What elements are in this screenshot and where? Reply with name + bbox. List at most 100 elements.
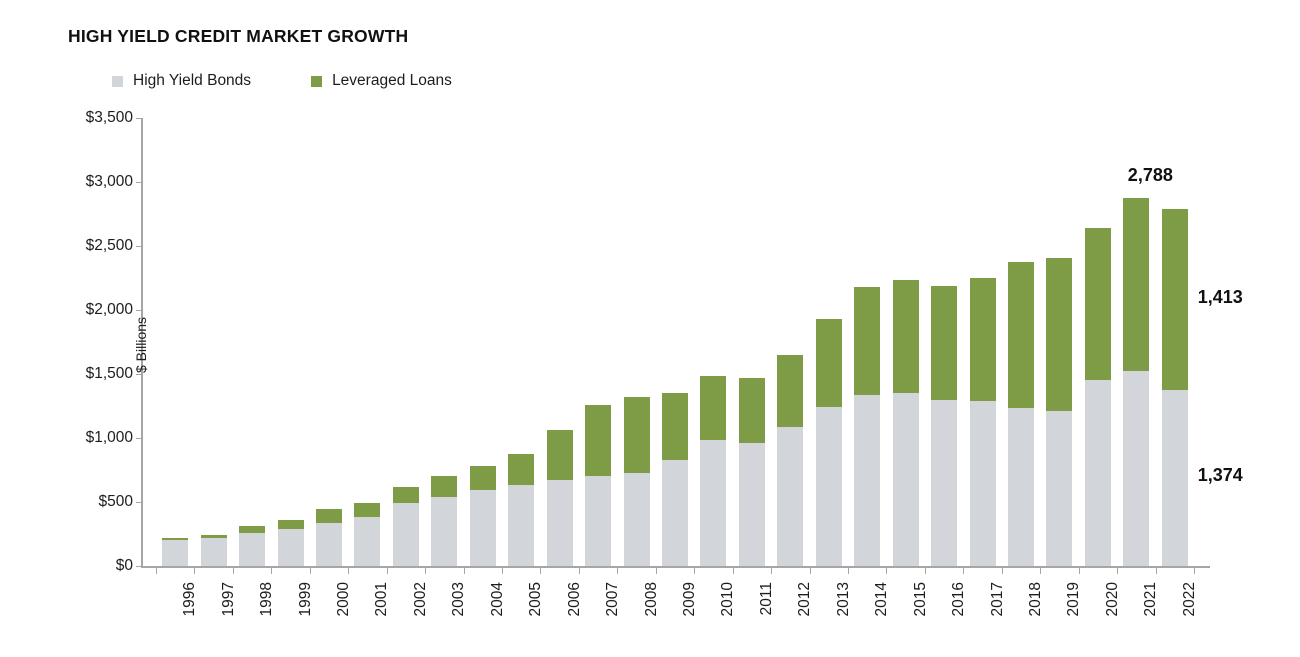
page-title: HIGH YIELD CREDIT MARKET GROWTH (68, 26, 409, 46)
bar-segment-high-yield-bonds[interactable] (700, 440, 727, 566)
bar-column[interactable] (1161, 118, 1188, 566)
x-axis-tick (1155, 567, 1157, 574)
bar-segment-leveraged-loans[interactable] (1123, 198, 1150, 371)
bar-column[interactable] (200, 118, 227, 566)
x-axis-tick-label: 1996 (181, 582, 199, 617)
bar-segment-leveraged-loans[interactable] (815, 319, 842, 408)
bar-segment-high-yield-bonds[interactable] (200, 537, 227, 566)
bar-segment-high-yield-bonds[interactable] (777, 426, 804, 566)
bar-column[interactable] (1084, 118, 1111, 566)
bar-segment-high-yield-bonds[interactable] (1046, 410, 1073, 566)
bar-segment-high-yield-bonds[interactable] (623, 472, 650, 566)
bar-column[interactable] (277, 118, 304, 566)
bar-segment-leveraged-loans[interactable] (777, 355, 804, 427)
bar-column[interactable] (892, 118, 919, 566)
bar-segment-leveraged-loans[interactable] (931, 286, 958, 400)
bar-column[interactable] (585, 118, 612, 566)
bar-column[interactable] (969, 118, 996, 566)
bar-segment-leveraged-loans[interactable] (854, 287, 881, 395)
bar-segment-leveraged-loans[interactable] (239, 525, 266, 533)
bar-column[interactable] (623, 118, 650, 566)
bar-segment-high-yield-bonds[interactable] (431, 497, 458, 566)
bar-segment-high-yield-bonds[interactable] (1084, 379, 1111, 566)
legend-item-leveraged-loans[interactable]: Leveraged Loans (311, 72, 452, 90)
bar-column[interactable] (546, 118, 573, 566)
bar-segment-high-yield-bonds[interactable] (392, 503, 419, 566)
bar-segment-leveraged-loans[interactable] (662, 393, 688, 461)
bar-column[interactable] (815, 118, 842, 566)
x-axis-tick (771, 567, 773, 574)
bar-segment-leveraged-loans[interactable] (700, 375, 727, 441)
x-axis-tick-label: 1999 (296, 582, 314, 617)
legend-item-high-yield-bonds[interactable]: High Yield Bonds (112, 72, 251, 90)
y-axis-tick-label: $3,000 (85, 173, 133, 190)
bar-segment-high-yield-bonds[interactable] (1123, 370, 1150, 566)
bar-column[interactable] (1046, 118, 1073, 566)
bar-column[interactable] (777, 118, 804, 566)
bar-segment-leveraged-loans[interactable] (277, 519, 304, 529)
bar-segment-high-yield-bonds[interactable] (662, 460, 688, 566)
bar-column[interactable] (431, 118, 458, 566)
bar-segment-high-yield-bonds[interactable] (738, 443, 765, 566)
bar-segment-high-yield-bonds[interactable] (316, 523, 342, 566)
bar-segment-high-yield-bonds[interactable] (354, 516, 381, 566)
bar-segment-high-yield-bonds[interactable] (239, 532, 266, 566)
x-axis-tick-label: 2004 (488, 582, 506, 617)
bar-column[interactable] (354, 118, 381, 566)
bar-segment-high-yield-bonds[interactable] (931, 399, 958, 566)
bar-column[interactable] (931, 118, 958, 566)
bar-segment-leveraged-loans[interactable] (200, 534, 227, 538)
data-label-high-yield-bonds-2022: 1,374 (1197, 465, 1243, 486)
bar-segment-high-yield-bonds[interactable] (162, 540, 189, 566)
bar-segment-leveraged-loans[interactable] (623, 397, 650, 473)
bar-segment-leveraged-loans[interactable] (1008, 261, 1034, 409)
bar-segment-high-yield-bonds[interactable] (546, 479, 573, 566)
x-axis-tick (694, 567, 696, 574)
bar-column[interactable] (700, 118, 727, 566)
bar-column[interactable] (738, 118, 765, 566)
bar-segment-high-yield-bonds[interactable] (892, 392, 919, 566)
bar-segment-leveraged-loans[interactable] (431, 476, 458, 498)
bar-segment-leveraged-loans[interactable] (1084, 227, 1111, 380)
bar-segment-leveraged-loans[interactable] (354, 502, 381, 517)
bar-column[interactable] (239, 118, 266, 566)
bar-column[interactable] (1123, 118, 1150, 566)
bar-column[interactable] (1008, 118, 1034, 566)
bar-segment-leveraged-loans[interactable] (508, 453, 535, 485)
x-axis-tick-label: 2015 (911, 582, 929, 617)
bar-segment-leveraged-loans[interactable] (969, 278, 996, 402)
legend-swatch-high-yield-bonds (112, 75, 123, 87)
bar-segment-high-yield-bonds[interactable] (508, 484, 535, 566)
bar-segment-high-yield-bonds[interactable] (815, 407, 842, 566)
bar-segment-leveraged-loans[interactable] (162, 538, 189, 541)
bar-column[interactable] (316, 118, 342, 566)
bar-column[interactable] (469, 118, 496, 566)
bar-segment-leveraged-loans[interactable] (316, 508, 342, 523)
bar-segment-leveraged-loans[interactable] (469, 466, 496, 490)
bar-segment-leveraged-loans[interactable] (1046, 257, 1073, 411)
bar-segment-high-yield-bonds[interactable] (277, 528, 304, 566)
bar-segment-leveraged-loans[interactable] (1161, 209, 1188, 391)
bar-segment-high-yield-bonds[interactable] (585, 475, 612, 566)
bar-column[interactable] (508, 118, 535, 566)
bar-segment-high-yield-bonds[interactable] (1161, 390, 1188, 566)
y-axis-tick (136, 118, 142, 119)
bar-segment-leveraged-loans[interactable] (546, 429, 573, 480)
bar-column[interactable] (162, 118, 189, 566)
legend-label-leveraged-loans: Leveraged Loans (332, 72, 452, 89)
bar-column[interactable] (392, 118, 419, 566)
bar-segment-high-yield-bonds[interactable] (854, 395, 881, 566)
bar-column[interactable] (854, 118, 881, 566)
bar-segment-leveraged-loans[interactable] (892, 280, 919, 393)
bar-segment-leveraged-loans[interactable] (585, 405, 612, 476)
x-axis-tick (232, 567, 234, 574)
bar-column[interactable] (662, 118, 688, 566)
bar-segment-high-yield-bonds[interactable] (969, 401, 996, 566)
x-axis-tick (1040, 567, 1042, 574)
x-axis-tick (348, 567, 350, 574)
bar-segment-high-yield-bonds[interactable] (1008, 408, 1034, 566)
bar-segment-high-yield-bonds[interactable] (469, 489, 496, 566)
bar-segment-leveraged-loans[interactable] (738, 378, 765, 444)
bar-segment-leveraged-loans[interactable] (392, 486, 419, 504)
